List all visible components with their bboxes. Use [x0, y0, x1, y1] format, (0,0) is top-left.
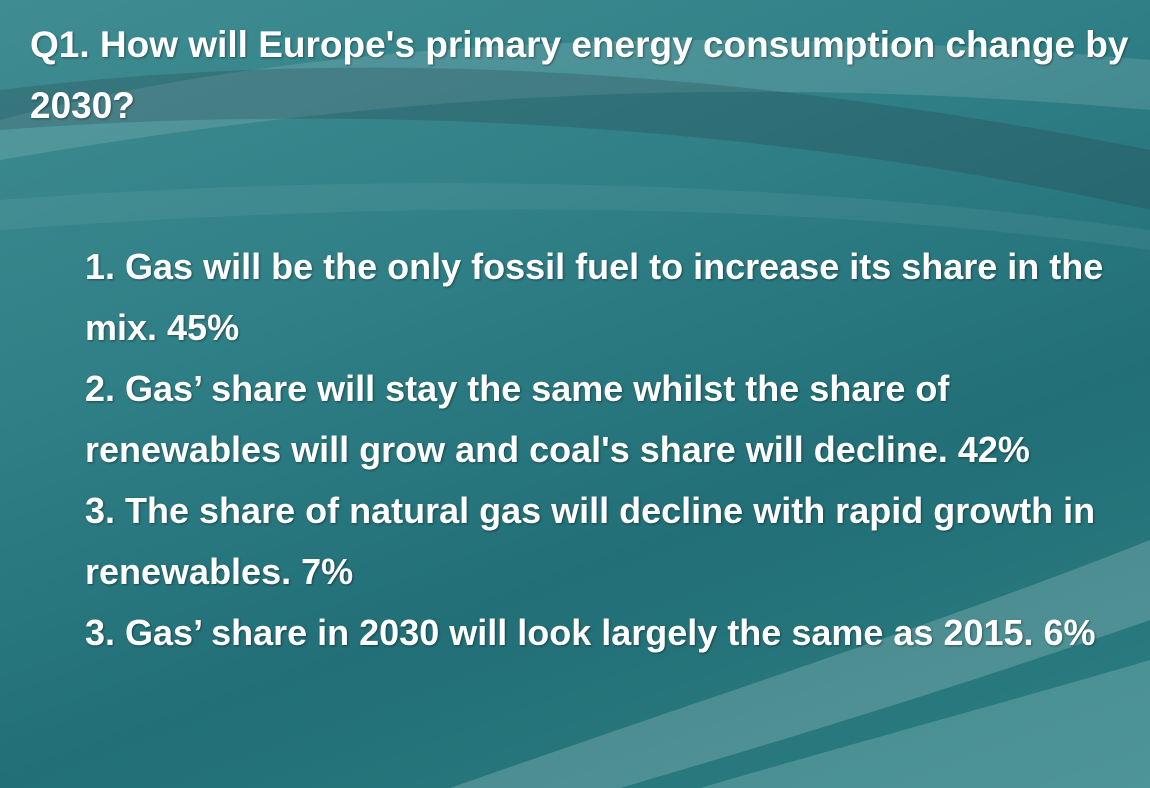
- swoosh: [0, 40, 1150, 160]
- swoosh: [700, 660, 1150, 788]
- answer-item: 1. Gas will be the only fossil fuel to i…: [85, 246, 1104, 348]
- swoosh: [0, 67, 1150, 210]
- answer-item: 2. Gas’ share will stay the same whilst …: [85, 368, 1030, 470]
- answer-item: 3. The share of natural gas will decline…: [85, 490, 1096, 592]
- answer-list: 1. Gas will be the only fossil fuel to i…: [85, 236, 1135, 663]
- question-title: Q1. How will Europe's primary energy con…: [30, 24, 1129, 126]
- swoosh: [450, 540, 1150, 788]
- answer-item: 3. Gas’ share in 2030 will look largely …: [85, 612, 1096, 653]
- swoosh: [0, 183, 1150, 250]
